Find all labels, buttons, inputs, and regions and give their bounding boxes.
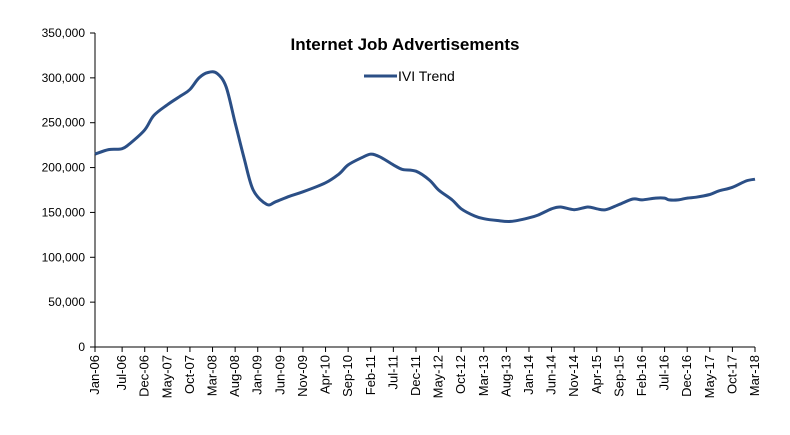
x-tick-label: Jan-14 xyxy=(521,355,536,395)
y-tick-label: 350,000 xyxy=(42,26,86,40)
x-tick-label: Jan-06 xyxy=(87,355,102,395)
series-layer xyxy=(94,70,756,223)
x-tick-label: Nov-09 xyxy=(295,355,310,397)
y-tick-label: 250,000 xyxy=(42,116,86,130)
x-tick-label: Oct-12 xyxy=(453,355,468,394)
x-tick-label: Feb-16 xyxy=(634,355,649,396)
x-tick-label: May-07 xyxy=(159,355,174,398)
x-tick-label: Jul-16 xyxy=(657,355,672,390)
x-tick-label: May-12 xyxy=(431,355,446,398)
x-tick-label: Jul-06 xyxy=(114,355,129,390)
x-tick-label: Jan-09 xyxy=(250,355,265,395)
x-tick-label: Oct-07 xyxy=(182,355,197,394)
x-tick-label: Jun-14 xyxy=(544,355,559,395)
chart-title: Internet Job Advertisements xyxy=(291,35,520,54)
x-tick-label: Aug-08 xyxy=(227,355,242,397)
x-axis: Jan-06 Jul-06 Dec-06 May-07 Oct-07 Mar-08 Aug-… xyxy=(87,346,762,398)
x-tick-label: Dec-11 xyxy=(408,355,423,396)
x-tick-label: Dec-06 xyxy=(137,355,152,397)
x-tick-label: Apr-15 xyxy=(589,355,604,394)
x-tick-label: Apr-10 xyxy=(318,355,333,394)
x-tick-label: Oct-17 xyxy=(724,355,739,394)
x-tick-label: Nov-14 xyxy=(566,355,581,397)
x-tick-label: Mar-08 xyxy=(205,355,220,396)
x-tick-label: Mar-13 xyxy=(476,355,491,396)
y-tick-label: 150,000 xyxy=(42,205,86,219)
x-tick-label: May-17 xyxy=(702,355,717,398)
y-tick-label: 0 xyxy=(78,340,85,354)
series-line-ivi-trend xyxy=(94,70,756,223)
legend: IVI Trend xyxy=(364,68,455,84)
y-tick-label: 100,000 xyxy=(42,250,86,264)
legend-label: IVI Trend xyxy=(398,68,455,84)
x-tick-label: Sep-15 xyxy=(611,355,626,397)
x-tick-label: Feb-11 xyxy=(363,355,378,395)
y-tick-label: 200,000 xyxy=(42,161,86,175)
x-tick-label: Aug-13 xyxy=(498,355,513,397)
x-tick-label: Dec-16 xyxy=(679,355,694,397)
x-tick-label: Jul-11 xyxy=(385,355,400,389)
x-tick-label: Mar-18 xyxy=(747,355,762,396)
x-tick-label: Jun-09 xyxy=(272,355,287,395)
x-tick-label: Sep-10 xyxy=(340,355,355,397)
y-tick-label: 300,000 xyxy=(42,71,86,85)
y-tick-label: 50,000 xyxy=(48,295,85,309)
y-axis: 0 50,000 100,000 150,000 200,000 250,000 300,0… xyxy=(42,26,96,354)
